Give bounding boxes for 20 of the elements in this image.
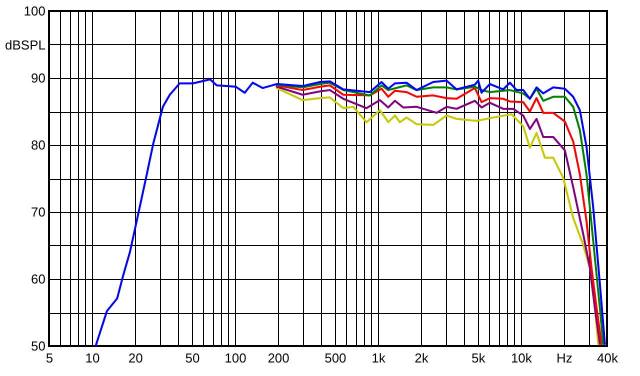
x-tick-label: 500 bbox=[324, 350, 346, 366]
y-tick-label: 80 bbox=[31, 138, 46, 152]
x-tick-label: 50 bbox=[185, 350, 200, 366]
x-tick-label: 10k bbox=[510, 350, 532, 366]
y-tick-label: 70 bbox=[31, 204, 46, 220]
x-tick-label: 200 bbox=[268, 350, 290, 366]
x-tick-label: 20 bbox=[128, 350, 143, 366]
x-tick-label: 10 bbox=[85, 350, 100, 366]
y-tick-label: 90 bbox=[31, 70, 46, 86]
x-tick-label: 1k bbox=[372, 350, 386, 366]
x-tick-label: 5k bbox=[472, 350, 486, 366]
x-tick-label: 40k bbox=[597, 350, 618, 366]
y-tick-label: 100 bbox=[24, 4, 46, 18]
y-tick-label: 50 bbox=[31, 338, 46, 354]
x-tick-label: Hz bbox=[556, 350, 572, 366]
x-tick-label: 5 bbox=[46, 350, 54, 366]
y-axis-title: dBSPL bbox=[5, 38, 46, 52]
x-tick-label: 2k bbox=[414, 350, 429, 366]
x-tick-label: 100 bbox=[224, 350, 246, 366]
y-tick-label: 60 bbox=[31, 272, 46, 286]
